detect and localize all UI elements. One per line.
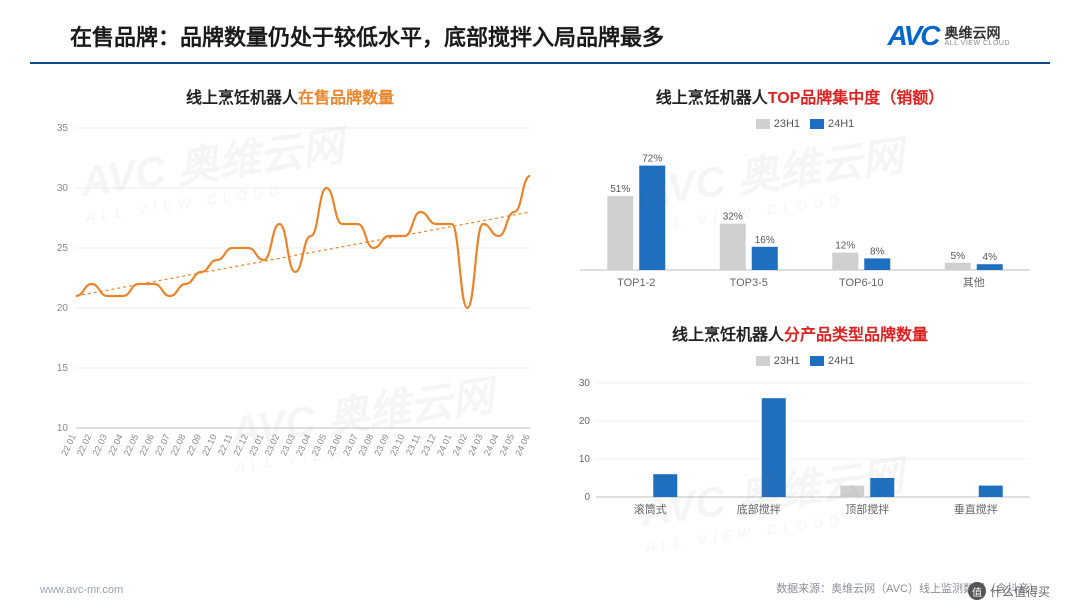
svg-text:5%: 5% [951, 251, 966, 262]
content: 线上烹饪机器人在售品牌数量 10152025303522.0122.0222.0… [0, 64, 1080, 528]
svg-text:8%: 8% [870, 246, 885, 257]
line-chart: 10152025303522.0122.0222.0322.0422.0522.… [40, 118, 540, 498]
svg-text:12%: 12% [835, 241, 855, 252]
bar-chart-top-legend: 23H124H1 [560, 118, 1040, 130]
smzdm-badge: 值 什么值得买 [968, 582, 1050, 600]
svg-text:垂直搅拌: 垂直搅拌 [954, 502, 998, 516]
bar-chart-top-title: 线上烹饪机器人TOP品牌集中度（销额） [560, 84, 1040, 108]
svg-text:4%: 4% [983, 252, 998, 263]
svg-text:10: 10 [57, 423, 69, 434]
svg-text:滚筒式: 滚筒式 [634, 502, 667, 516]
page-title: 在售品牌：品牌数量仍处于较低水平，底部搅拌入局品牌最多 [70, 20, 664, 52]
svg-text:35: 35 [57, 123, 69, 134]
footer-url: www.avc-mr.com [40, 584, 123, 596]
bar-chart-top-panel: 线上烹饪机器人TOP品牌集中度（销额） 23H124H1 51% 72% TOP1-… [560, 84, 1040, 301]
svg-text:底部搅拌: 底部搅拌 [737, 502, 781, 516]
svg-text:30: 30 [579, 378, 591, 389]
svg-text:TOP3-5: TOP3-5 [730, 277, 768, 289]
bar-chart-bottom-panel: 线上烹饪机器人分产品类型品牌数量 23H124H1 0 10 20 30 滚筒式 底部搅拌… [560, 321, 1040, 528]
svg-text:32%: 32% [723, 212, 743, 223]
badge-icon: 值 [968, 582, 986, 600]
svg-text:0: 0 [584, 492, 590, 503]
svg-text:30: 30 [57, 183, 69, 194]
svg-text:23.10: 23.10 [388, 433, 407, 458]
bar-chart-bottom-legend: 23H124H1 [560, 355, 1040, 367]
svg-text:TOP6-10: TOP6-10 [839, 277, 883, 289]
bar-chart-bottom: 0 10 20 30 滚筒式 底部搅拌 顶部搅拌 垂直搅拌 [560, 373, 1040, 523]
logo-cn: 奥维云网 [945, 26, 1010, 40]
svg-text:20: 20 [579, 416, 591, 427]
svg-text:16%: 16% [755, 235, 775, 246]
svg-text:72%: 72% [642, 154, 662, 165]
line-chart-panel: 线上烹饪机器人在售品牌数量 10152025303522.0122.0222.0… [40, 84, 540, 528]
svg-text:10: 10 [579, 454, 591, 465]
line-chart-title: 线上烹饪机器人在售品牌数量 [40, 84, 540, 108]
logo-icon: AVC [887, 20, 938, 52]
logo: AVC 奥维云网 ALL VIEW CLOUD [887, 20, 1010, 52]
svg-text:20: 20 [57, 303, 69, 314]
svg-text:顶部搅拌: 顶部搅拌 [845, 502, 889, 516]
svg-text:15: 15 [57, 363, 69, 374]
svg-text:51%: 51% [610, 184, 630, 195]
bar-chart-bottom-title: 线上烹饪机器人分产品类型品牌数量 [560, 321, 1040, 345]
svg-text:其他: 其他 [963, 276, 985, 289]
svg-text:TOP1-2: TOP1-2 [617, 277, 655, 289]
header: 在售品牌：品牌数量仍处于较低水平，底部搅拌入局品牌最多 AVC 奥维云网 ALL… [30, 0, 1050, 64]
svg-text:22.10: 22.10 [200, 433, 219, 458]
badge-text: 什么值得买 [990, 583, 1050, 600]
logo-en: ALL VIEW CLOUD [945, 40, 1010, 47]
svg-text:25: 25 [57, 243, 69, 254]
svg-text:24.06: 24.06 [513, 433, 532, 458]
bar-chart-top: 51% 72% TOP1-2 32% 16% TOP3-5 12% 8% TOP6-10 5% 4%… [560, 136, 1040, 296]
